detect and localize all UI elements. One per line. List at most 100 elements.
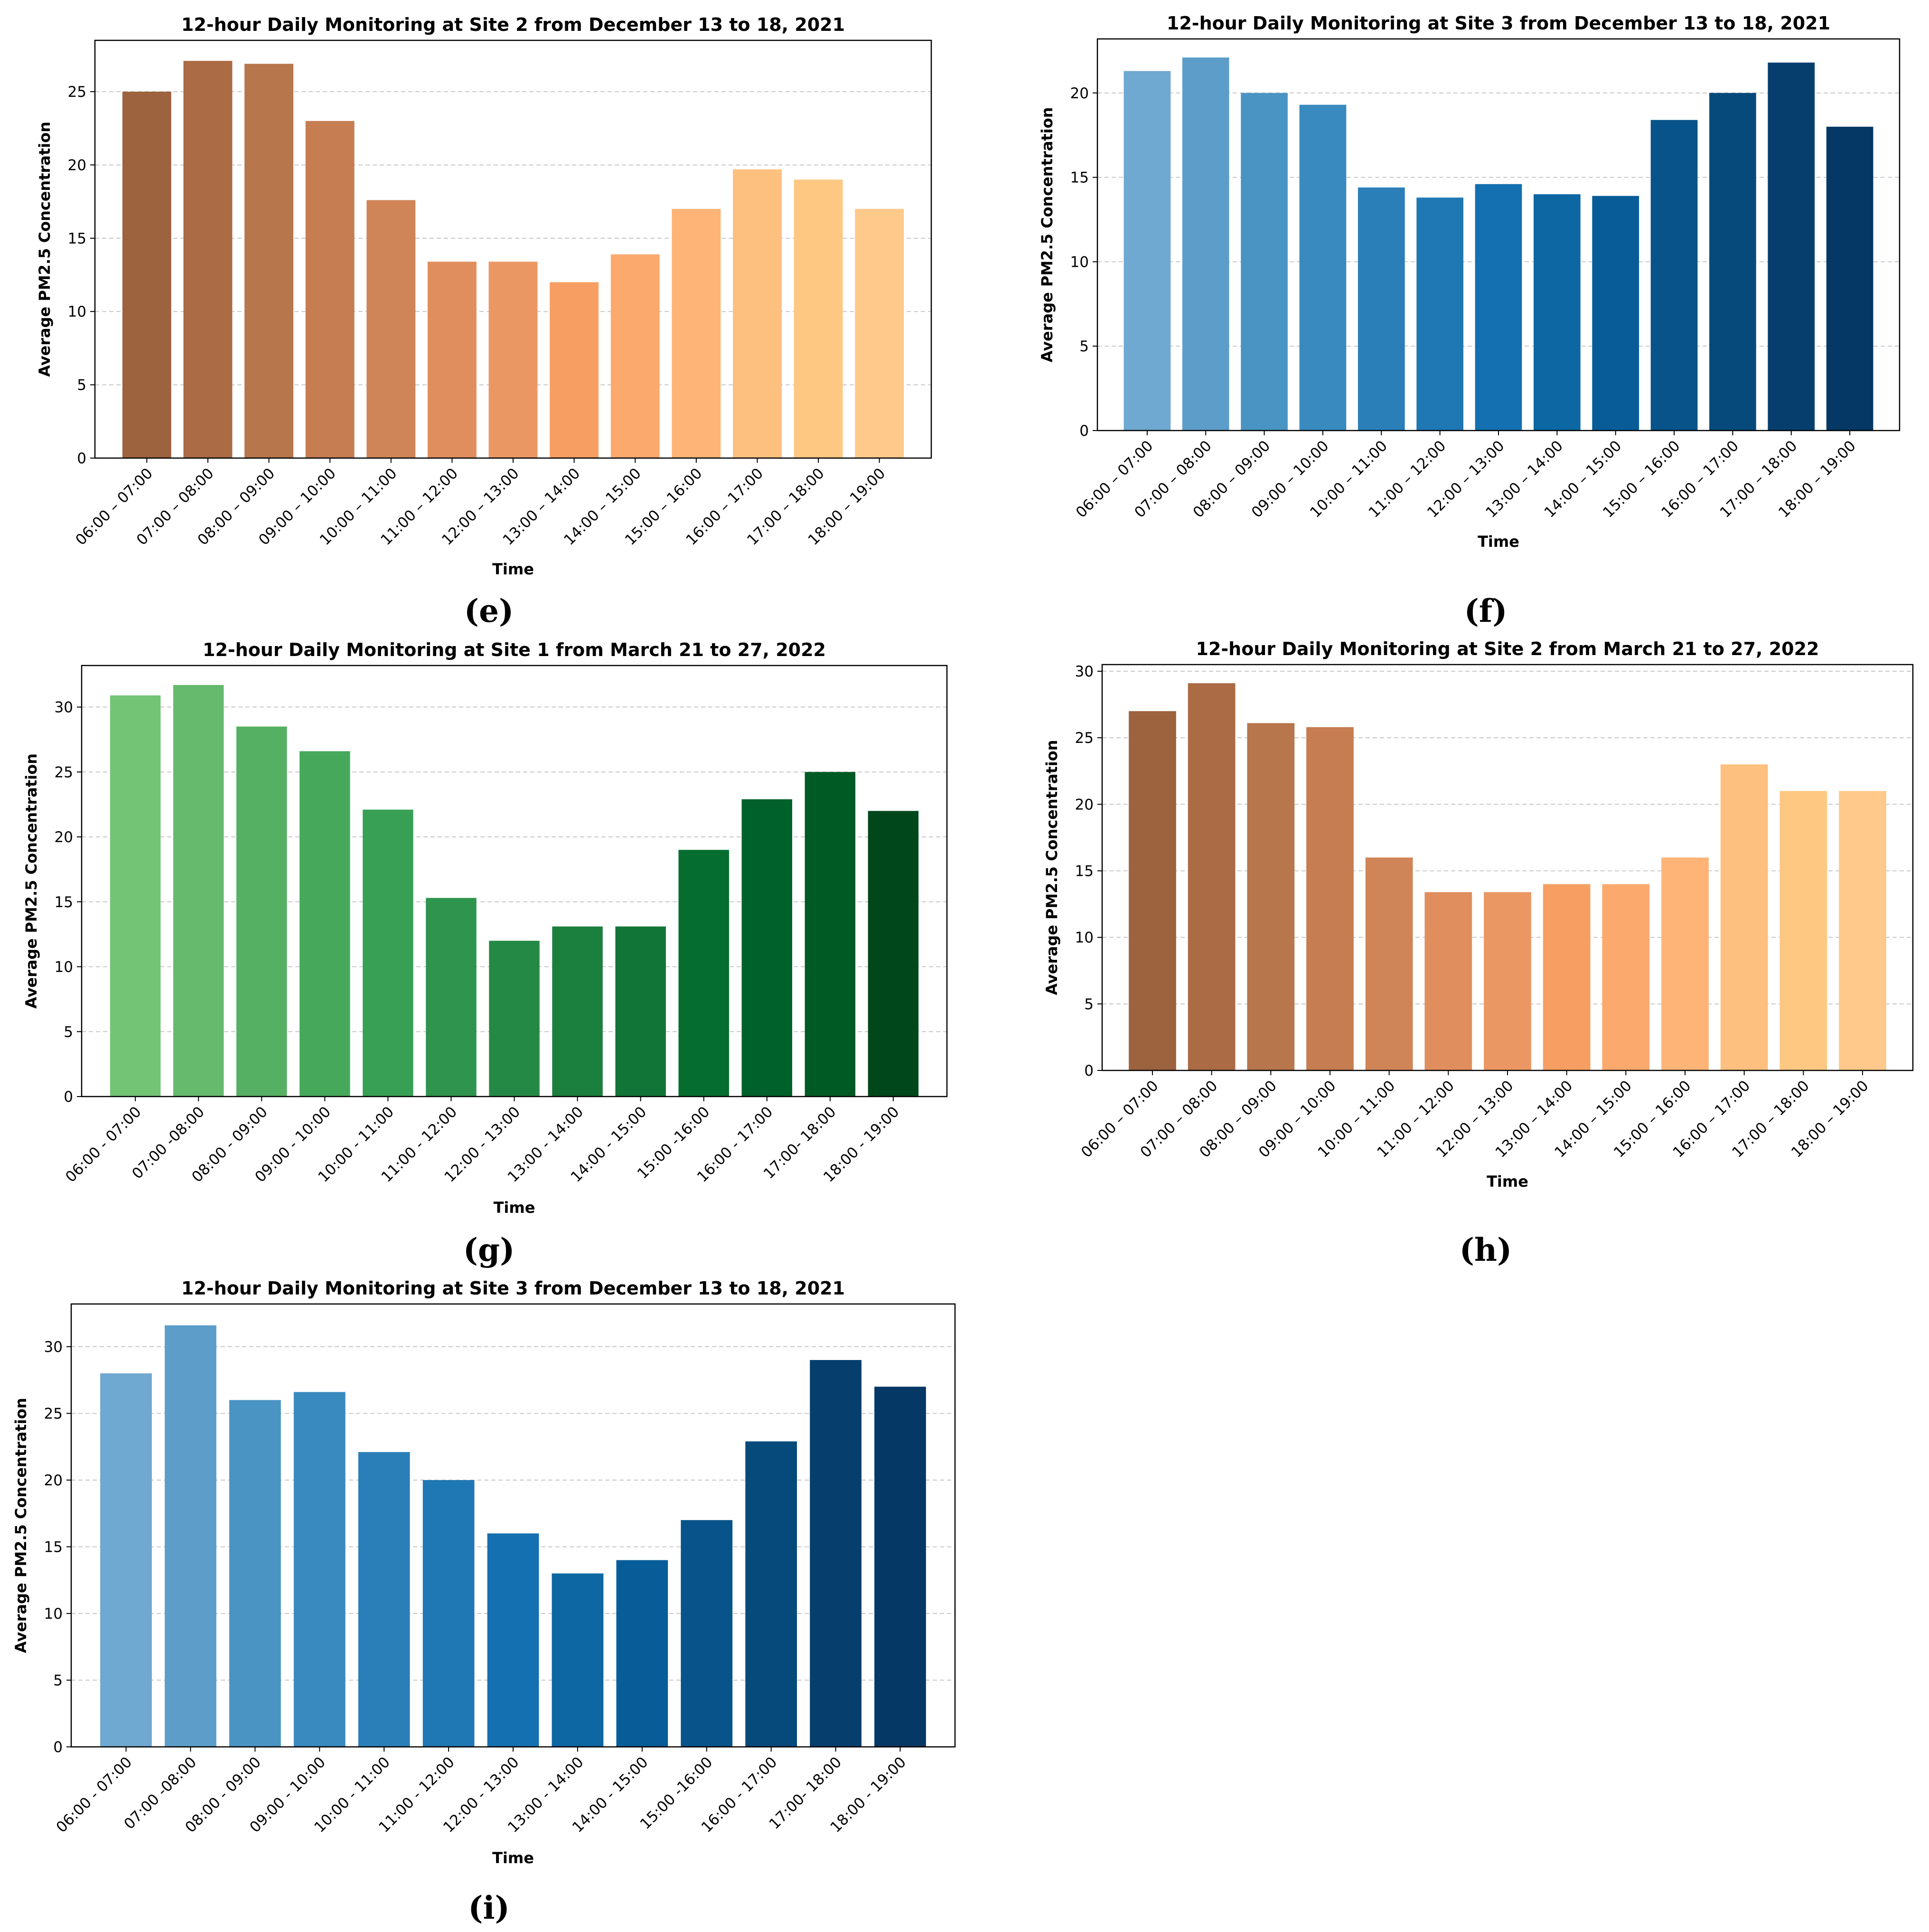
x-tick-label: 06:00 - 07:00 xyxy=(53,1754,136,1836)
x-axis-label: Time xyxy=(492,560,534,578)
bar xyxy=(552,926,603,1097)
bar xyxy=(1779,791,1827,1070)
x-axis-label: Time xyxy=(1478,533,1519,551)
chart-panel-e: 0 5 10 15 20 25 06:00 – 07:00 07:00 – 08:00 08:0… xyxy=(0,0,964,631)
bar xyxy=(1768,62,1815,431)
bar xyxy=(552,1573,604,1747)
bar xyxy=(1650,120,1698,431)
y-tick-label: 25 xyxy=(44,1405,63,1422)
bar xyxy=(300,751,350,1097)
y-axis-label: Average PM2.5 Concentration xyxy=(36,122,54,377)
panel-label-g: (g) xyxy=(463,1231,515,1268)
bar xyxy=(487,1533,539,1747)
chart-title: 12-hour Daily Monitoring at Site 3 from … xyxy=(181,1278,845,1299)
chart-panel-i: 0 5 10 15 20 25 30 06:00 - 07:00 07:00 -08:00 08:… xyxy=(0,1272,964,1932)
bar xyxy=(1247,723,1295,1070)
bar xyxy=(1365,857,1413,1070)
y-tick-label: 0 xyxy=(77,450,86,467)
bar xyxy=(183,61,233,458)
y-tick-label: 25 xyxy=(68,84,86,101)
bar xyxy=(1188,683,1236,1070)
panel-label-e: (e) xyxy=(464,592,514,629)
bar xyxy=(1720,764,1768,1070)
bar xyxy=(1416,197,1463,431)
y-tick-label: 30 xyxy=(55,699,73,716)
bar xyxy=(733,169,782,458)
bar xyxy=(1182,57,1229,431)
y-tick-label: 15 xyxy=(1075,863,1094,880)
y-tick-label: 5 xyxy=(1079,338,1089,355)
chart-title: 12-hour Daily Monitoring at Site 2 from … xyxy=(1196,638,1819,659)
bar xyxy=(855,209,904,458)
chart-panel-g: 0 5 10 15 20 25 30 06:00 - 07:00 07:00 -08:00 08:… xyxy=(0,631,964,1272)
y-tick-label: 15 xyxy=(44,1538,63,1556)
chart-title: 12-hour Daily Monitoring at Site 1 from … xyxy=(203,639,826,660)
y-tick-label: 20 xyxy=(44,1472,63,1489)
bar xyxy=(165,1325,216,1747)
bar xyxy=(615,926,666,1097)
y-tick-label: 15 xyxy=(1070,169,1089,187)
bar xyxy=(1543,884,1591,1070)
y-tick-label: 5 xyxy=(1084,996,1094,1013)
bar xyxy=(1484,892,1531,1070)
bar xyxy=(745,1441,797,1747)
y-tick-label: 5 xyxy=(64,1023,73,1041)
bar xyxy=(426,898,477,1097)
y-tick-label: 20 xyxy=(1075,796,1094,813)
x-axis-label: Time xyxy=(494,1199,535,1217)
bar xyxy=(305,121,355,458)
bar xyxy=(1592,196,1639,431)
panel-label-h: (h) xyxy=(1459,1231,1512,1268)
y-tick-label: 15 xyxy=(68,230,86,247)
bar xyxy=(1534,194,1581,431)
x-axis-label: Time xyxy=(492,1849,534,1867)
panel-label-f: (f) xyxy=(1464,592,1508,629)
y-tick-label: 30 xyxy=(44,1339,63,1356)
bar xyxy=(427,262,477,458)
bar xyxy=(681,1520,733,1747)
bar xyxy=(366,200,416,458)
bar xyxy=(741,799,792,1097)
bar xyxy=(1299,104,1347,431)
y-tick-label: 0 xyxy=(64,1088,73,1106)
y-tick-label: 0 xyxy=(53,1739,63,1756)
y-axis-label: Average PM2.5 Concentration xyxy=(22,753,40,1009)
bar xyxy=(100,1373,152,1747)
chart-title: 12-hour Daily Monitoring at Site 2 from … xyxy=(181,14,845,35)
bar xyxy=(678,850,729,1097)
bar xyxy=(1839,791,1886,1070)
bar xyxy=(794,179,843,458)
bar xyxy=(1358,187,1405,431)
bar xyxy=(610,254,660,458)
y-tick-label: 25 xyxy=(1075,730,1094,747)
bar xyxy=(1602,884,1650,1070)
y-tick-label: 20 xyxy=(68,157,86,174)
y-tick-label: 10 xyxy=(55,959,73,976)
chart-panel-f: 0 5 10 15 20 06:00 – 07:00 07:00 – 08:00 08:00 … xyxy=(964,0,1929,631)
bar xyxy=(1306,727,1354,1070)
bar xyxy=(1709,93,1756,431)
chart-panel-h: 0 5 10 15 20 25 30 06:00 – 07:00 07:00 – 08:00 08… xyxy=(964,631,1929,1272)
y-axis-label: Average PM2.5 Concentration xyxy=(12,1398,30,1653)
y-tick-label: 25 xyxy=(55,764,73,781)
bar xyxy=(1241,93,1288,431)
y-tick-label: 5 xyxy=(77,377,86,394)
y-tick-label: 0 xyxy=(1079,422,1089,440)
bar xyxy=(810,1360,861,1747)
bar xyxy=(244,64,293,458)
bar xyxy=(1129,711,1176,1070)
y-tick-label: 20 xyxy=(1070,85,1089,102)
bar xyxy=(672,209,721,458)
y-axis-label: Average PM2.5 Concentration xyxy=(1043,740,1061,995)
bar xyxy=(358,1452,410,1747)
bar xyxy=(293,1392,346,1747)
bar xyxy=(422,1480,475,1747)
y-tick-label: 20 xyxy=(55,829,73,846)
bar xyxy=(550,282,599,458)
bar xyxy=(1475,184,1522,431)
